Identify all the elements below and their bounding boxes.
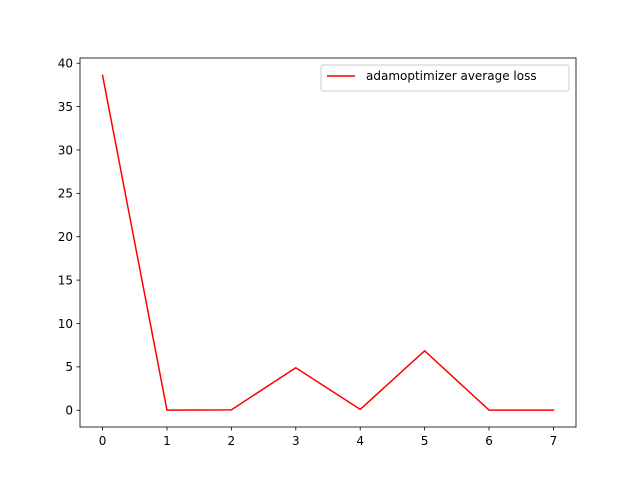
y-tick-label: 40	[58, 57, 73, 71]
series-line	[101, 74, 555, 411]
y-tick-label: 0	[65, 404, 73, 418]
series-layer	[101, 74, 555, 411]
y-tick-label: 30	[58, 143, 73, 157]
x-tick-label: 3	[292, 434, 300, 448]
x-axis-ticks: 0 1 2 3 4 5 6 7	[99, 427, 558, 448]
y-tick-label: 25	[58, 187, 73, 201]
y-tick-label: 15	[58, 273, 73, 287]
x-tick-label: 5	[421, 434, 429, 448]
y-axis-ticks: 0 5 10 15 20 25 30 35 40	[58, 57, 80, 418]
x-tick-label: 1	[163, 434, 171, 448]
y-tick-label: 10	[58, 317, 73, 331]
legend-label: adamoptimizer average loss	[366, 69, 537, 83]
y-tick-label: 20	[58, 230, 73, 244]
legend: adamoptimizer average loss	[320, 64, 570, 92]
y-tick-label: 35	[58, 100, 73, 114]
x-tick-label: 4	[356, 434, 364, 448]
y-tick-label: 5	[65, 360, 73, 374]
x-tick-label: 6	[485, 434, 493, 448]
x-tick-label: 2	[228, 434, 236, 448]
legend-box	[320, 64, 570, 92]
axes-frame	[79, 57, 577, 428]
x-tick-label: 7	[550, 434, 558, 448]
x-tick-label: 0	[99, 434, 107, 448]
